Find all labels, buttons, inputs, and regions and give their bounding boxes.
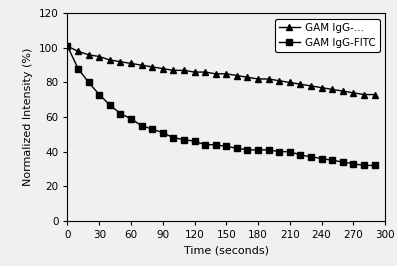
GAM IgG-FITC [372,164,377,167]
GAM IgG-FITC [139,124,144,127]
GAM IgG-FITC [308,155,313,159]
GAM IgG-FITC [150,128,154,131]
GAM IgG-... [351,91,356,94]
GAM IgG-FITC [256,148,260,152]
GAM IgG-FITC [235,147,239,150]
GAM IgG-FITC [319,157,324,160]
GAM IgG-FITC [298,153,303,157]
GAM IgG-FITC [224,145,229,148]
GAM IgG-... [192,70,197,74]
GAM IgG-FITC [171,136,176,139]
GAM IgG-... [319,86,324,89]
GAM IgG-FITC [266,148,271,152]
Line: GAM IgG-FITC: GAM IgG-FITC [64,43,378,169]
GAM IgG-FITC [181,138,186,141]
Y-axis label: Normalized Intensity (%): Normalized Intensity (%) [23,48,33,186]
GAM IgG-... [277,79,281,82]
GAM IgG-FITC [330,159,335,162]
GAM IgG-... [86,53,91,56]
GAM IgG-FITC [287,150,292,153]
GAM IgG-... [224,72,229,76]
GAM IgG-... [330,88,335,91]
GAM IgG-... [287,81,292,84]
GAM IgG-... [245,76,250,79]
GAM IgG-... [256,77,260,81]
GAM IgG-... [139,64,144,67]
GAM IgG-FITC [129,117,133,120]
GAM IgG-FITC [97,93,102,96]
GAM IgG-... [129,62,133,65]
GAM IgG-... [298,83,303,86]
GAM IgG-FITC [203,143,208,146]
Legend: GAM IgG-..., GAM IgG-FITC: GAM IgG-..., GAM IgG-FITC [275,19,380,52]
GAM IgG-... [203,70,208,74]
GAM IgG-... [171,69,176,72]
GAM IgG-... [118,60,123,63]
GAM IgG-FITC [76,67,81,70]
GAM IgG-FITC [160,131,165,134]
Line: GAM IgG-...: GAM IgG-... [64,43,378,98]
GAM IgG-... [372,93,377,96]
GAM IgG-FITC [86,81,91,84]
GAM IgG-... [97,55,102,58]
GAM IgG-FITC [108,103,112,107]
GAM IgG-... [150,65,154,69]
GAM IgG-... [108,59,112,62]
GAM IgG-... [362,93,366,96]
GAM IgG-... [65,45,70,48]
GAM IgG-... [160,67,165,70]
GAM IgG-... [213,72,218,76]
GAM IgG-FITC [362,164,366,167]
GAM IgG-FITC [245,148,250,152]
GAM IgG-FITC [351,162,356,165]
GAM IgG-FITC [192,140,197,143]
X-axis label: Time (seconds): Time (seconds) [184,245,269,255]
GAM IgG-... [308,84,313,88]
GAM IgG-FITC [118,112,123,115]
GAM IgG-FITC [213,143,218,146]
GAM IgG-... [76,50,81,53]
GAM IgG-FITC [277,150,281,153]
GAM IgG-... [235,74,239,77]
GAM IgG-FITC [65,45,70,48]
GAM IgG-... [181,69,186,72]
GAM IgG-... [266,77,271,81]
GAM IgG-... [340,90,345,93]
GAM IgG-FITC [340,160,345,164]
